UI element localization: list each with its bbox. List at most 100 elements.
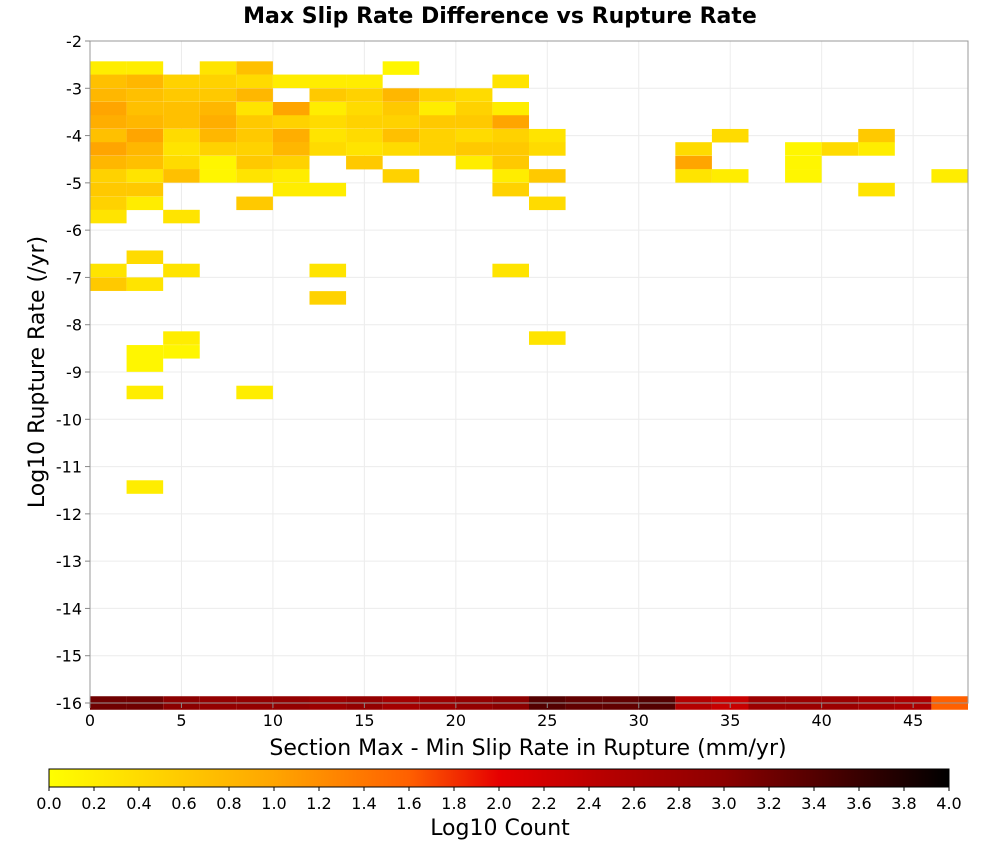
colorbar-tick-label: 1.6 xyxy=(396,794,421,813)
heatmap-cell xyxy=(675,155,712,170)
colorbar-tick-label: 3.0 xyxy=(711,794,736,813)
heatmap-cell xyxy=(163,263,200,278)
heatmap-cell xyxy=(492,115,529,129)
heatmap-cell xyxy=(236,128,273,143)
heatmap-cell xyxy=(455,155,493,170)
colorbar-tick-label: 0.0 xyxy=(36,794,61,813)
heatmap-cell xyxy=(931,169,968,183)
heatmap-cell xyxy=(199,169,237,183)
x-axis-label: Section Max - Min Slip Rate in Rupture (… xyxy=(269,736,786,761)
heatmap-cell xyxy=(126,88,164,102)
heatmap-cell xyxy=(346,155,383,170)
y-tick-label: -4 xyxy=(66,127,82,146)
heatmap-cell xyxy=(236,196,273,211)
heatmap-cell xyxy=(272,169,310,183)
heatmap-cell xyxy=(529,169,566,183)
y-tick-label: -9 xyxy=(66,363,82,382)
heatmap-cell xyxy=(90,74,127,89)
heatmap-cell xyxy=(163,345,200,359)
y-tick-label: -14 xyxy=(56,599,82,618)
heatmap-cell xyxy=(419,102,456,116)
heatmap-cell xyxy=(272,128,310,143)
heatmap-cell xyxy=(346,102,383,116)
heatmap-cell xyxy=(382,128,420,143)
heatmap-cell xyxy=(492,263,529,278)
heatmap-cell xyxy=(821,142,859,156)
heatmap-cell xyxy=(236,102,273,116)
colorbar-tick-label: 2.0 xyxy=(486,794,511,813)
x-tick-label: 30 xyxy=(629,711,649,730)
heatmap-cell xyxy=(346,74,383,89)
colorbar-tick-label: 2.2 xyxy=(531,794,556,813)
y-axis-ticks: -2 -3 -4 -5 -6 -7 -8 -9 -10 -11 -12 -13 -14 -15 -16 xyxy=(56,32,90,713)
heatmap-cell xyxy=(272,142,310,156)
x-tick-label: 15 xyxy=(354,711,374,730)
heatmap-cell xyxy=(236,74,273,89)
x-tick-label: 10 xyxy=(263,711,283,730)
y-tick-label: -16 xyxy=(56,694,82,713)
heatmap-cell xyxy=(309,102,347,116)
heatmap-cell xyxy=(90,263,127,278)
heatmap-cell xyxy=(163,169,200,183)
heatmap-cell xyxy=(858,128,895,143)
y-tick-label: -2 xyxy=(66,32,82,51)
heatmap-cell xyxy=(382,142,420,156)
colorbar-tick-label: 1.8 xyxy=(441,794,466,813)
heatmap-cell xyxy=(309,182,347,197)
x-tick-label: 0 xyxy=(85,711,95,730)
heatmap-cell xyxy=(126,345,164,359)
heatmap-cell xyxy=(90,169,127,183)
heatmap-cell xyxy=(382,115,420,129)
heatmap-cell xyxy=(199,155,237,170)
heatmap-cell xyxy=(163,88,200,102)
heatmap-cell xyxy=(675,142,712,156)
heatmap-cell xyxy=(199,74,237,89)
heatmap-cell xyxy=(858,182,895,197)
heatmap-cell xyxy=(126,169,164,183)
heatmap-cell xyxy=(126,115,164,129)
heatmap-cell xyxy=(419,88,456,102)
x-tick-label: 25 xyxy=(537,711,557,730)
heatmap-cell xyxy=(529,142,566,156)
y-tick-label: -6 xyxy=(66,221,82,240)
heatmap-cell xyxy=(346,142,383,156)
colorbar-tick-label: 4.0 xyxy=(936,794,961,813)
heatmap-cell xyxy=(126,250,164,264)
heatmap-cell xyxy=(858,142,895,156)
colorbar-tick-label: 3.4 xyxy=(801,794,826,813)
heatmap-cell xyxy=(126,155,164,170)
heatmap-cell xyxy=(236,169,273,183)
heatmap-cell xyxy=(492,74,529,89)
heatmap-cell xyxy=(785,155,822,170)
heatmap-cell xyxy=(455,102,493,116)
heatmap-cell xyxy=(309,142,347,156)
x-tick-label: 45 xyxy=(903,711,923,730)
colorbar-tick-label: 1.2 xyxy=(306,794,331,813)
heatmap-cell xyxy=(90,277,127,291)
heatmap-cell xyxy=(529,331,566,345)
heatmap-cell xyxy=(382,169,420,183)
heatmap-cell xyxy=(455,88,493,102)
colorbar xyxy=(48,768,950,788)
heatmap-cell xyxy=(455,142,493,156)
heatmap-cell xyxy=(163,115,200,129)
heatmap-cell xyxy=(126,277,164,291)
x-tick-label: 35 xyxy=(720,711,740,730)
chart-title: Max Slip Rate Difference vs Rupture Rate xyxy=(243,4,757,29)
heatmap-cell xyxy=(126,480,164,494)
heatmap-cell xyxy=(492,142,529,156)
heatmap-cell xyxy=(236,142,273,156)
heatmap-cell xyxy=(675,169,712,183)
heatmap-cell xyxy=(126,128,164,143)
colorbar-tick-label: 3.6 xyxy=(846,794,871,813)
heatmap-cell xyxy=(492,155,529,170)
heatmap-cell xyxy=(492,182,529,197)
heatmap-cell xyxy=(236,385,273,400)
heatmap-cell xyxy=(163,128,200,143)
heatmap-cell xyxy=(419,128,456,143)
heatmap-cell xyxy=(492,169,529,183)
colorbar-tick-label: 2.6 xyxy=(621,794,646,813)
heatmap-cell xyxy=(199,88,237,102)
y-tick-label: -13 xyxy=(56,552,82,571)
